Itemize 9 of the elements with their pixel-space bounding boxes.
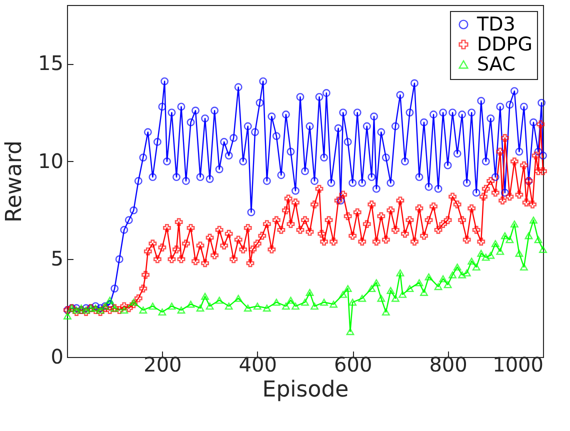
x-axis-title: Episode [262,378,349,402]
y-tick-label: 10 [38,148,64,173]
legend-label: SAC [477,54,516,76]
y-tick-label: 0 [50,344,64,368]
y-tick-label: 15 [38,51,64,76]
y-axis-title: Reward [2,140,28,222]
y-tick-label: 5 [50,246,64,271]
legend-label: TD3 [476,14,516,36]
legend-label: DDPG [477,34,532,56]
